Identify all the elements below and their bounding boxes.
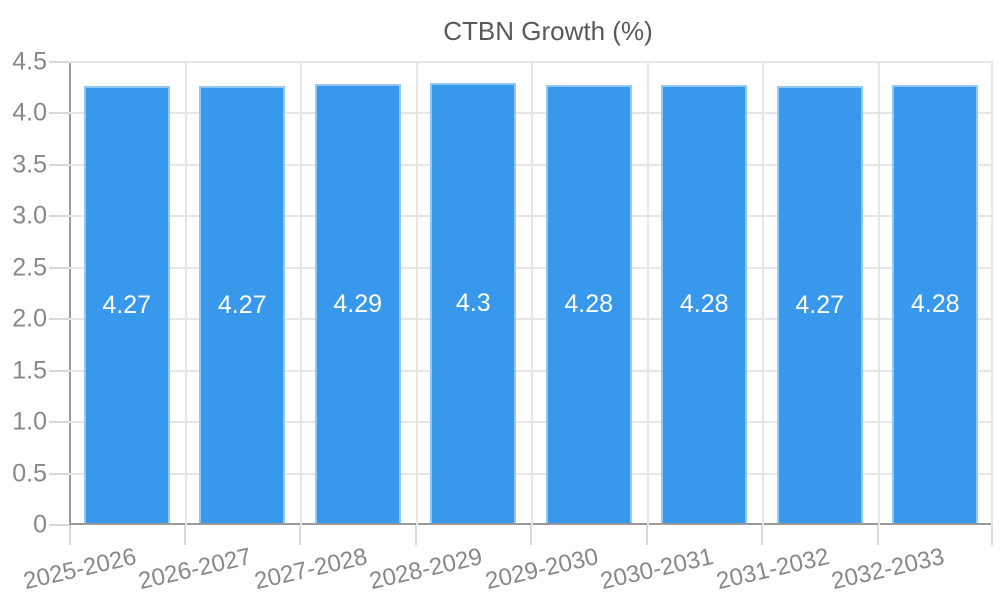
bar-value-label: 4.27 [102, 290, 152, 319]
legend-swatch [347, 20, 427, 43]
v-gridline [531, 62, 533, 525]
x-tick-label: 2032-2033 [829, 543, 948, 596]
y-tick-label: 4.5 [12, 47, 47, 76]
legend-label: CTBN Growth (%) [443, 16, 653, 46]
x-tick-label: 2027-2028 [251, 543, 370, 596]
v-gridline [646, 62, 649, 525]
x-axis-tick [645, 525, 648, 545]
x-axis-tick [876, 525, 879, 545]
y-tick-label: 3.0 [12, 201, 47, 230]
y-tick-label: 2.0 [12, 304, 47, 333]
bar[interactable]: 4.27 [83, 85, 170, 523]
y-axis-tick [49, 472, 69, 475]
bar[interactable]: 4.27 [776, 85, 863, 523]
bar-value-label: 4.28 [679, 290, 729, 319]
chart-legend[interactable]: CTBN Growth (%) [0, 17, 1000, 45]
x-axis-tick [299, 525, 301, 545]
v-gridline [184, 62, 187, 525]
x-axis-tick [761, 525, 763, 545]
y-axis-tick [49, 266, 69, 269]
y-tick-label: 3.5 [12, 150, 47, 179]
y-axis-tick [49, 112, 69, 115]
bar-value-label: 4.28 [564, 290, 614, 319]
v-gridline [991, 62, 993, 525]
v-gridline [762, 62, 764, 525]
x-axis-tick [991, 525, 993, 545]
y-axis-line [69, 62, 71, 525]
bar[interactable]: 4.29 [314, 83, 401, 523]
x-tick-label: 2026-2027 [136, 543, 255, 596]
x-tick-label: 2025-2026 [20, 543, 139, 596]
v-gridline [300, 62, 302, 525]
y-tick-label: 0 [33, 510, 47, 539]
y-axis-tick [49, 215, 69, 218]
x-tick-label: 2029-2030 [482, 543, 601, 596]
x-tick-label: 2030-2031 [598, 543, 717, 596]
y-axis-tick [49, 524, 69, 526]
y-axis-tick [49, 163, 69, 166]
bar-value-label: 4.28 [910, 290, 960, 319]
bar[interactable]: 4.27 [199, 85, 286, 523]
bar-value-label: 4.27 [217, 290, 267, 319]
bar[interactable]: 4.28 [545, 84, 632, 523]
x-axis-tick [414, 525, 417, 545]
bar[interactable]: 4.28 [661, 84, 748, 523]
y-tick-label: 4.0 [12, 98, 47, 127]
x-axis-tick [530, 525, 532, 545]
y-tick-label: 1.0 [12, 407, 47, 436]
bar[interactable]: 4.3 [430, 82, 517, 523]
y-axis-tick [49, 318, 69, 321]
y-tick-label: 1.5 [12, 356, 47, 385]
x-axis-tick [69, 525, 71, 545]
y-tick-label: 0.5 [12, 459, 47, 488]
bar-value-label: 4.27 [795, 290, 845, 319]
y-tick-label: 2.5 [12, 253, 47, 282]
bar-value-label: 4.3 [455, 289, 491, 318]
v-gridline [415, 62, 418, 525]
x-tick-label: 2031-2032 [713, 543, 832, 596]
x-axis-tick [183, 525, 186, 545]
x-tick-label: 2028-2029 [367, 543, 486, 596]
y-axis-tick [49, 61, 69, 63]
v-gridline [877, 62, 880, 525]
plot-area: 0 0.5 1.0 1.5 2.0 2.5 3.0 3.5 4.0 4.5 4.27 4.27 4.29… [12, 48, 993, 595]
bar[interactable]: 4.28 [892, 84, 979, 523]
y-axis-tick [49, 369, 69, 372]
bar-value-label: 4.29 [333, 289, 383, 318]
y-axis-tick [49, 421, 69, 424]
